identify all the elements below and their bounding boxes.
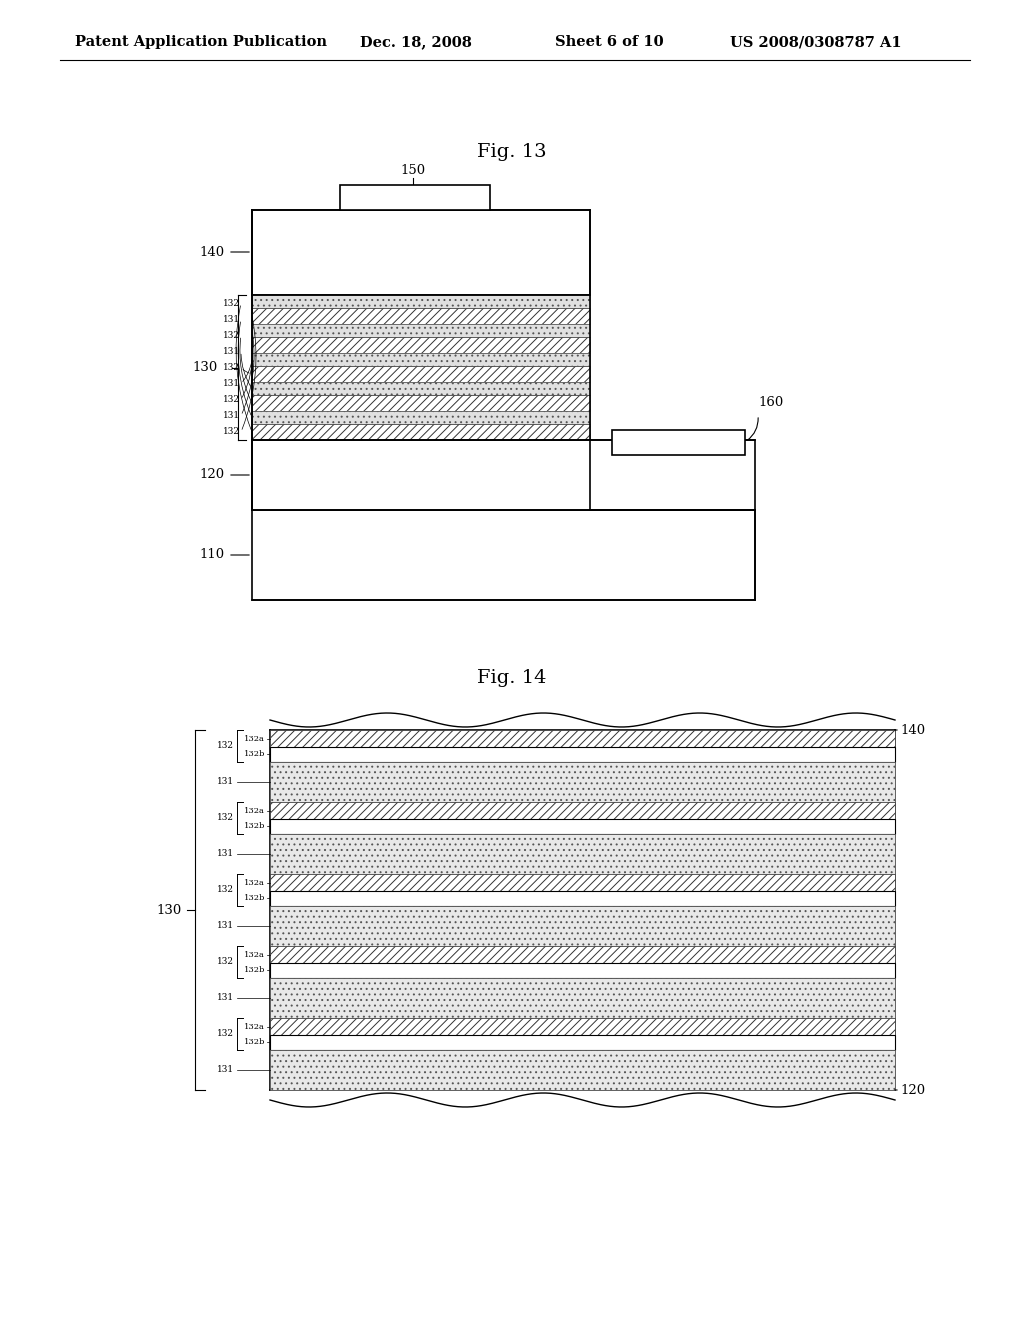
Text: 110: 110 [200, 549, 225, 561]
Bar [612, 430, 745, 455]
Text: 131: 131 [223, 412, 240, 420]
Text: 131: 131 [223, 347, 240, 356]
Bar [252, 411, 590, 424]
Text: Fig. 13: Fig. 13 [477, 143, 547, 161]
Text: 132: 132 [223, 428, 240, 437]
Bar [270, 978, 895, 1018]
Text: 132: 132 [223, 298, 240, 308]
Text: 131: 131 [217, 921, 234, 931]
Text: US 2008/0308787 A1: US 2008/0308787 A1 [730, 36, 901, 49]
Text: 131: 131 [217, 777, 234, 787]
Text: 132: 132 [223, 331, 240, 339]
Text: 140: 140 [200, 246, 225, 259]
Bar [252, 294, 590, 308]
Bar [252, 308, 590, 323]
Text: 130: 130 [157, 903, 182, 916]
Text: 132a: 132a [244, 1023, 265, 1031]
Text: 132a: 132a [244, 735, 265, 743]
Text: 132b: 132b [244, 966, 265, 974]
Bar [252, 381, 590, 395]
Text: 132b: 132b [244, 751, 265, 759]
Text: 150: 150 [400, 164, 426, 177]
Bar [252, 424, 590, 440]
Bar [252, 210, 590, 294]
Bar [270, 891, 895, 906]
Text: 130: 130 [193, 360, 218, 374]
Bar [270, 1018, 895, 1035]
Bar [340, 185, 490, 210]
Text: 132b: 132b [244, 895, 265, 903]
Bar [252, 352, 590, 366]
Bar [270, 906, 895, 946]
Bar [252, 440, 755, 510]
Bar [252, 366, 590, 381]
Text: 131: 131 [217, 994, 234, 1002]
Text: 132b: 132b [244, 1039, 265, 1047]
Bar [270, 803, 895, 820]
Text: 131: 131 [223, 379, 240, 388]
Text: 132: 132 [217, 957, 234, 966]
Bar [270, 820, 895, 834]
Text: 132a: 132a [244, 879, 265, 887]
Bar [270, 1049, 895, 1090]
Bar [270, 1035, 895, 1049]
Text: 132: 132 [217, 886, 234, 895]
Text: 131: 131 [223, 314, 240, 323]
Bar [270, 730, 895, 747]
Text: 132a: 132a [244, 950, 265, 958]
Text: 140: 140 [900, 723, 925, 737]
Text: 132: 132 [223, 363, 240, 372]
Text: 132b: 132b [244, 822, 265, 830]
Bar [270, 946, 895, 964]
Bar [270, 747, 895, 762]
Bar [252, 510, 755, 601]
Bar [252, 323, 590, 337]
Bar [252, 337, 590, 352]
Text: 132: 132 [217, 813, 234, 822]
Bar [270, 762, 895, 803]
Text: Sheet 6 of 10: Sheet 6 of 10 [555, 36, 664, 49]
Text: Patent Application Publication: Patent Application Publication [75, 36, 327, 49]
Bar [270, 834, 895, 874]
Text: 132a: 132a [244, 807, 265, 814]
Text: 160: 160 [758, 396, 783, 408]
Text: 132: 132 [217, 1030, 234, 1039]
Bar [270, 874, 895, 891]
Text: 120: 120 [200, 469, 225, 482]
Text: 132: 132 [217, 742, 234, 750]
Text: Dec. 18, 2008: Dec. 18, 2008 [360, 36, 472, 49]
Text: 132: 132 [223, 395, 240, 404]
Bar [252, 395, 590, 411]
Text: 131: 131 [217, 849, 234, 858]
Bar [270, 964, 895, 978]
Text: 131: 131 [217, 1065, 234, 1074]
Text: 120: 120 [900, 1084, 925, 1097]
Text: Fig. 14: Fig. 14 [477, 669, 547, 686]
